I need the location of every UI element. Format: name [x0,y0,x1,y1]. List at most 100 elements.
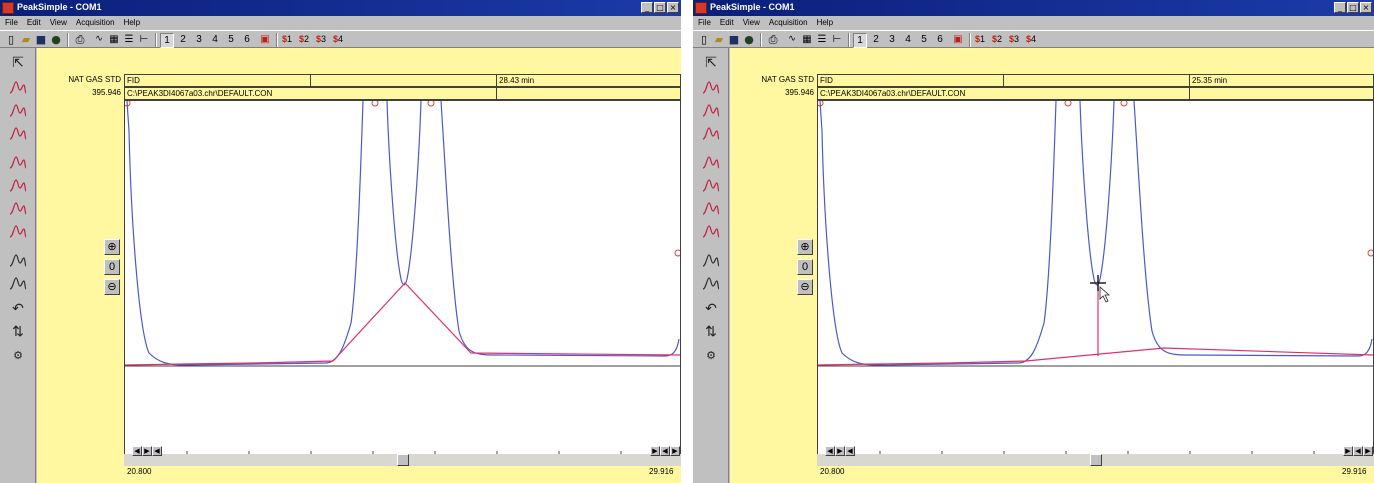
menu-acquisition[interactable]: Acquisition [75,18,115,27]
channel-3-button[interactable]: 3 [889,34,895,45]
maximize-button[interactable]: □ [654,2,666,13]
peak-tool-7-icon[interactable] [6,221,30,241]
undo-icon[interactable]: ↶ [705,300,717,316]
peak-tool-3-icon[interactable] [699,123,723,143]
close-button[interactable]: × [1360,2,1372,13]
save-icon[interactable]: ■ [35,33,47,46]
title-bar[interactable]: PeakSimple - COM1 _ □ × [693,0,1374,16]
menu-view[interactable]: View [742,18,760,27]
split-icon[interactable]: ⇅ [705,323,717,339]
scroll-last-button[interactable]: ▶ [670,446,680,456]
menu-edit[interactable]: Edit [719,18,734,27]
menu-edit[interactable]: Edit [26,18,41,27]
channel-group-2-button[interactable]: $2 [992,34,1003,44]
zoom-reset-icon[interactable]: 0 [797,259,813,275]
chromatogram-plot[interactable] [123,99,681,458]
menu-file[interactable]: File [698,18,711,27]
zoom-out-icon[interactable]: ⊖ [797,279,813,295]
scroll-first-button[interactable]: ◀ [132,446,142,456]
peak-tool-2-icon[interactable] [6,100,30,120]
multi-channel-icon[interactable]: ▣ [953,34,963,45]
title-bar[interactable]: PeakSimple - COM1 _ □ × [0,0,681,16]
peak-tool-2-icon[interactable] [699,100,723,120]
menu-file[interactable]: File [5,18,18,27]
menu-acquisition[interactable]: Acquisition [768,18,808,27]
channel-group-4-button[interactable]: $4 [1026,34,1037,44]
maximize-button[interactable]: □ [1347,2,1359,13]
graph-icon[interactable]: ⊢ [139,34,149,45]
save-icon[interactable]: ■ [728,33,740,46]
scroll-next-button[interactable]: ◀ [660,446,670,456]
zoom-in-icon[interactable]: ⊕ [104,239,120,255]
menu-help[interactable]: Help [123,18,141,27]
channel-group-1-button[interactable]: $1 [282,34,293,44]
scroll-left-button[interactable]: ◀ [152,446,162,456]
scroll-right-button[interactable]: ▶ [1343,446,1353,456]
channel-group-3-button[interactable]: $3 [1009,34,1020,44]
results-icon[interactable]: ☰ [124,34,134,45]
scroll-first-button[interactable]: ◀ [825,446,835,456]
peak-tool-1-icon[interactable] [6,77,30,97]
channel-1-button[interactable]: 1 [160,33,174,48]
peak-tool-8-icon[interactable] [6,250,30,270]
integrate-icon[interactable]: ∿ [95,34,103,44]
zoom-out-icon[interactable]: ⊖ [104,279,120,295]
channel-6-button[interactable]: 6 [244,34,250,45]
channel-group-2-button[interactable]: $2 [299,34,310,44]
time-scrollbar[interactable] [817,454,1374,466]
channel-6-button[interactable]: 6 [937,34,943,45]
channel-group-3-button[interactable]: $3 [316,34,327,44]
scroll-thumb[interactable] [1090,454,1102,466]
channel-2-button[interactable]: 2 [180,34,186,45]
pointer-icon[interactable]: ⇱ [12,54,24,70]
menu-view[interactable]: View [49,18,67,27]
pointer-icon[interactable]: ⇱ [705,54,717,70]
integrate-icon[interactable]: ∿ [788,34,796,44]
minimize-button[interactable]: _ [641,2,653,13]
peak-tool-4-icon[interactable] [6,152,30,172]
open-folder-icon[interactable]: ▰ [21,33,31,46]
scroll-next-button[interactable]: ◀ [1353,446,1363,456]
postrun-icon[interactable]: ● [51,33,61,46]
scroll-thumb[interactable] [397,454,409,466]
peak-tool-4-icon[interactable] [699,152,723,172]
scroll-right-button[interactable]: ▶ [650,446,660,456]
peak-tool-8-icon[interactable] [699,250,723,270]
chromatogram-plot[interactable] [816,99,1374,458]
table-icon[interactable]: ▦ [802,34,812,45]
zoom-reset-icon[interactable]: 0 [104,259,120,275]
time-scrollbar[interactable] [124,454,681,466]
channel-2-button[interactable]: 2 [873,34,879,45]
scroll-left-button[interactable]: ◀ [845,446,855,456]
peak-tool-6-icon[interactable] [699,198,723,218]
undo-icon[interactable]: ↶ [12,300,24,316]
channel-4-button[interactable]: 4 [905,34,911,45]
new-file-icon[interactable]: ▯ [700,33,708,46]
peak-tool-5-icon[interactable] [6,175,30,195]
peak-tool-7-icon[interactable] [699,221,723,241]
channel-1-button[interactable]: 1 [853,33,867,48]
zoom-in-icon[interactable]: ⊕ [797,239,813,255]
open-folder-icon[interactable]: ▰ [714,33,724,46]
channel-group-1-button[interactable]: $1 [975,34,986,44]
channel-4-button[interactable]: 4 [212,34,218,45]
close-button[interactable]: × [667,2,679,13]
scroll-prev-button[interactable]: ▶ [835,446,845,456]
minimize-button[interactable]: _ [1334,2,1346,13]
peak-tool-1-icon[interactable] [699,77,723,97]
menu-help[interactable]: Help [816,18,834,27]
peak-tool-5-icon[interactable] [699,175,723,195]
new-file-icon[interactable]: ▯ [7,33,15,46]
scroll-last-button[interactable]: ▶ [1363,446,1373,456]
print-icon[interactable]: ⎙ [768,33,778,46]
channel-3-button[interactable]: 3 [196,34,202,45]
multi-channel-icon[interactable]: ▣ [260,34,270,45]
split-icon[interactable]: ⇅ [12,323,24,339]
peak-tool-3-icon[interactable] [6,123,30,143]
graph-icon[interactable]: ⊢ [832,34,842,45]
peak-tool-9-icon[interactable] [6,273,30,293]
channel-5-button[interactable]: 5 [921,34,927,45]
peak-tool-9-icon[interactable] [699,273,723,293]
table-icon[interactable]: ▦ [109,34,119,45]
channel-5-button[interactable]: 5 [228,34,234,45]
